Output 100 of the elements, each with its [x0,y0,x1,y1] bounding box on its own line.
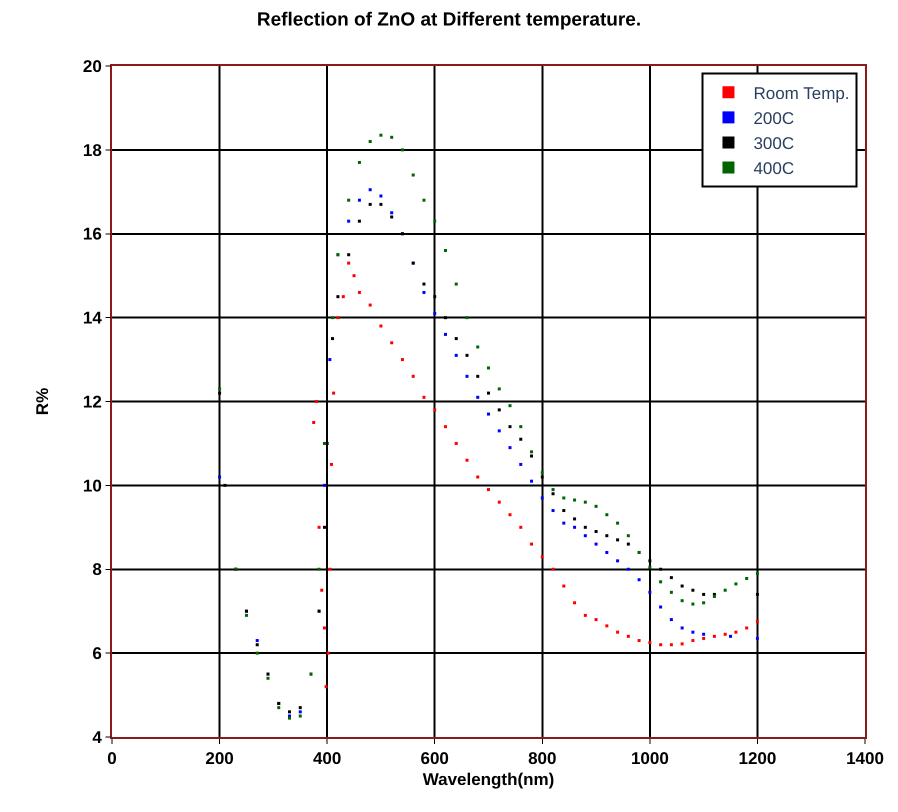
point [331,337,334,340]
point [594,504,598,508]
point [552,488,555,492]
point [530,480,534,483]
point [745,576,748,580]
point [659,605,662,608]
point [390,136,394,139]
point [552,568,555,571]
point [530,450,534,454]
point [347,253,350,256]
point [379,324,382,328]
point [476,396,480,399]
point [444,316,447,320]
point [508,425,512,428]
point [322,442,326,445]
point [412,374,415,378]
point [244,614,248,617]
point [648,566,652,569]
point [336,316,340,320]
point [288,710,291,714]
y-tick-label: 4 [92,728,102,747]
point [670,618,673,622]
point [298,706,302,710]
point [519,526,522,529]
point [218,392,222,395]
point [318,568,321,571]
point [530,454,534,458]
point [379,194,382,198]
point [724,632,727,636]
point [379,134,382,137]
point [465,374,468,378]
point [298,714,302,718]
point [422,282,426,286]
point [540,471,544,474]
point [626,634,630,638]
x-tick-label: 0 [107,749,117,768]
point [347,262,350,265]
point [358,160,361,164]
point [648,590,652,594]
point [626,534,630,538]
point [702,632,706,636]
point [487,488,490,492]
point [508,404,512,408]
point [616,559,620,562]
point [328,358,332,362]
point [368,140,372,143]
point [562,522,566,525]
x-tick-label: 800 [528,749,556,768]
point [626,568,630,571]
point [358,220,361,223]
point [659,568,662,571]
point [368,188,372,192]
point [498,387,501,390]
y-tick-label: 20 [82,56,102,76]
point [519,462,522,466]
point [659,643,662,646]
point [498,500,501,504]
point [594,530,598,534]
point [379,202,382,206]
point [605,534,608,538]
point [702,592,706,596]
point [390,341,394,344]
point [508,446,512,450]
point [218,387,222,390]
point [745,626,748,630]
point [605,624,608,628]
point [638,578,641,582]
point [498,429,501,432]
point [454,282,458,286]
point [540,555,544,558]
point [616,522,620,525]
point [659,580,662,584]
point [691,602,694,606]
point [330,462,333,466]
point [680,599,684,602]
point [465,354,468,357]
point [756,620,759,624]
point [347,198,350,202]
point [648,641,652,644]
y-tick-label: 14 [82,308,102,328]
point [322,526,326,529]
legend-label: Room Temp. [753,84,850,103]
point [218,475,222,478]
y-tick-label: 6 [92,644,102,664]
point [670,590,673,594]
x-tick-label: 200 [205,749,234,768]
point [594,542,598,546]
point [433,408,436,412]
y-tick-label: 12 [82,392,102,412]
point [444,249,447,252]
point [605,550,608,554]
point [638,639,641,642]
point [422,198,426,202]
point [562,509,566,512]
y-tick-label: 10 [82,476,102,496]
x-tick-label: 1200 [738,749,776,768]
point [487,412,490,416]
point [626,542,630,546]
point [605,513,608,516]
x-tick-label: 400 [312,749,342,768]
